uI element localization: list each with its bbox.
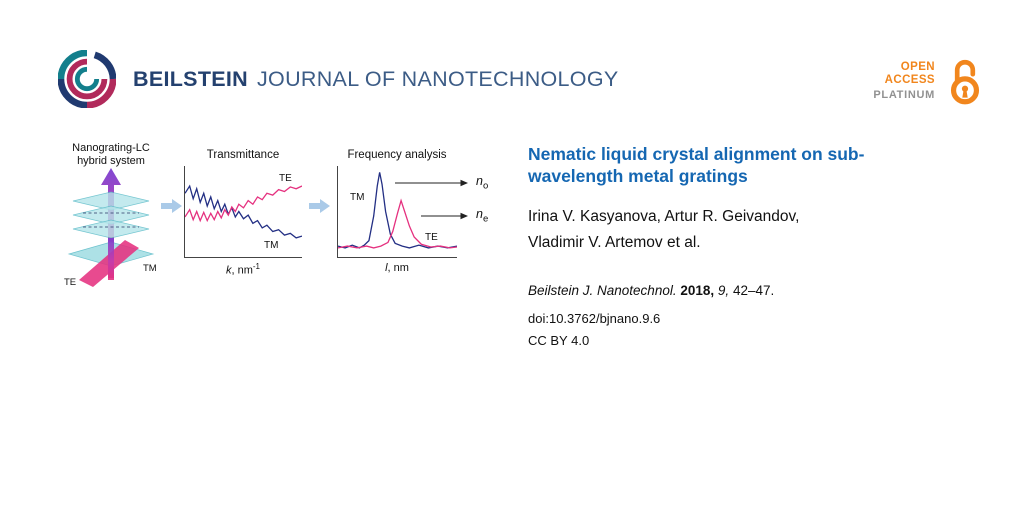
article-citation: Beilstein J. Nanotechnol. 2018, 9, 42–47… xyxy=(528,283,932,298)
article-license: CC BY 4.0 xyxy=(528,333,590,348)
xlabel-unit: , nm xyxy=(387,262,409,274)
open-access-text: OPEN ACCESS PLATINUM xyxy=(843,61,935,103)
hybrid-system-diagram: TE TM xyxy=(64,168,157,288)
xlabel-unit: , nm xyxy=(231,264,253,277)
frequency-te-label: TE xyxy=(425,232,438,243)
authors-line1: Irina V. Kasyanova, Artur R. Geivandov, xyxy=(528,208,800,225)
open-access-badge: OPEN ACCESS PLATINUM xyxy=(843,56,986,108)
frequency-tm-label: TM xyxy=(350,192,365,203)
beilstein-logo-icon xyxy=(58,50,116,108)
journal-name-beilstein: BEILSTEIN xyxy=(133,66,248,91)
open-access-platinum: PLATINUM xyxy=(873,89,935,101)
frequency-tm-curve xyxy=(338,172,457,248)
frequency-xlabel: l, nm xyxy=(337,262,457,274)
frequency-analysis-title: Frequency analysis xyxy=(347,149,447,161)
transmittance-xlabel: k, nm-1 xyxy=(184,262,302,277)
open-access-line1: OPEN xyxy=(900,61,935,73)
article-title[interactable]: Nematic liquid crystal alignment on sub-… xyxy=(528,143,932,187)
transmittance-title: Transmittance xyxy=(206,149,280,161)
transmittance-te-label: TE xyxy=(279,173,292,184)
frequency-analysis-plot xyxy=(337,166,457,258)
citation-journal: Beilstein J. Nanotechnol. xyxy=(528,283,677,298)
citation-volume: 9, xyxy=(717,283,730,298)
article-info: Nematic liquid crystal alignment on sub-… xyxy=(528,143,932,348)
transmittance-tm-curve xyxy=(185,186,302,238)
article-authors: Irina V. Kasyanova, Artur R. Geivandov, … xyxy=(528,204,932,256)
authors-line2: Vladimir V. Artemov et al. xyxy=(528,234,701,251)
transmittance-plot xyxy=(184,166,302,258)
panel1-tm-label: TM xyxy=(143,263,157,274)
transmittance-te-curve xyxy=(185,186,302,221)
citation-pages: 42–47. xyxy=(732,283,775,298)
n-o-label: no xyxy=(476,174,489,192)
journal-header: BEILSTEIN JOURNAL OF NANOTECHNOLOGY xyxy=(58,50,619,108)
panel1-label: Nanograting-LC hybrid system xyxy=(55,142,167,168)
article-title-line2: wavelength metal gratings xyxy=(528,166,748,186)
open-access-line2: ACCESS xyxy=(884,74,935,86)
citation-year: 2018, xyxy=(680,283,715,298)
panel1-label-line2: hybrid system xyxy=(77,155,145,167)
panel1-label-line1: Nanograting-LC xyxy=(72,142,150,154)
journal-name-rest: JOURNAL OF NANOTECHNOLOGY xyxy=(257,66,619,91)
xlabel-sup: -1 xyxy=(252,262,261,271)
xlabel-k: k xyxy=(225,264,232,277)
transmittance-tm-label: TM xyxy=(264,240,279,251)
article-doi: doi:10.3762/bjnano.9.6 xyxy=(528,311,661,326)
journal-name: BEILSTEIN JOURNAL OF NANOTECHNOLOGY xyxy=(133,67,619,92)
frequency-te-curve xyxy=(338,201,457,248)
flow-arrow-icon xyxy=(309,199,330,213)
article-title-line1: Nematic liquid crystal alignment on sub- xyxy=(528,144,865,164)
panel1-te-label: TE xyxy=(64,277,76,288)
xlabel-l: l xyxy=(385,262,388,274)
graphical-abstract: Nanograting-LC hybrid system TE TM Trans… xyxy=(55,140,507,302)
n-e-label: ne xyxy=(476,207,489,225)
flow-arrow-icon xyxy=(161,199,182,213)
open-access-lock-icon xyxy=(950,59,980,105)
